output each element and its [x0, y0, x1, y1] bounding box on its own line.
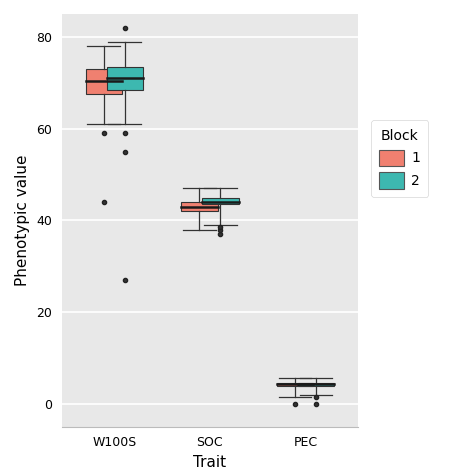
Y-axis label: Phenotypic value: Phenotypic value — [15, 155, 30, 286]
Bar — [298, 383, 334, 386]
Bar — [107, 67, 143, 90]
Bar — [181, 202, 218, 211]
Bar — [277, 383, 313, 386]
Bar — [85, 69, 122, 94]
Bar — [202, 198, 238, 204]
Legend: 1, 2: 1, 2 — [371, 120, 428, 197]
X-axis label: Trait: Trait — [193, 455, 227, 470]
